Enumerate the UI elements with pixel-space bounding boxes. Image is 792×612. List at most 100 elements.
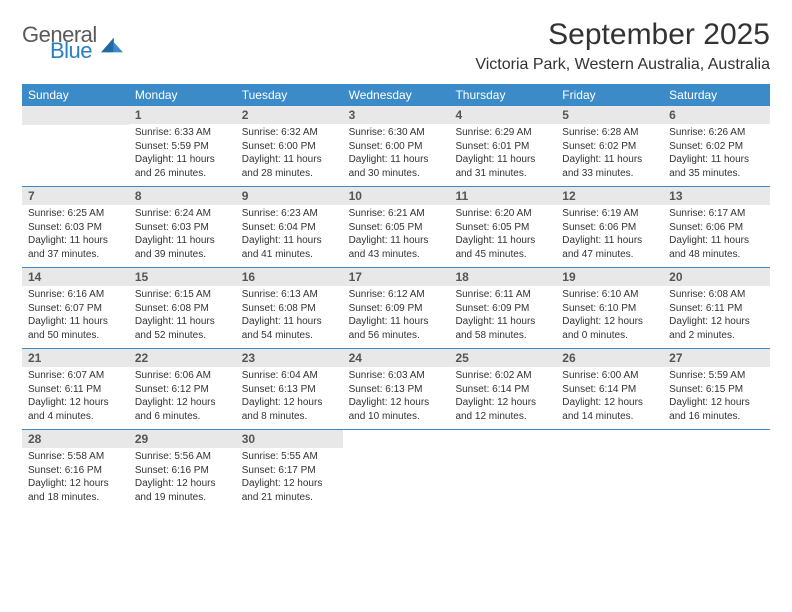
day-headers-row: Sunday Monday Tuesday Wednesday Thursday… xyxy=(22,84,770,106)
daylight-text: Daylight: 11 hours and 37 minutes. xyxy=(28,234,123,261)
sunrise-text: Sunrise: 6:16 AM xyxy=(28,288,123,302)
sunset-text: Sunset: 6:13 PM xyxy=(349,383,444,397)
day-number: 12 xyxy=(556,187,663,205)
cell-content: Sunrise: 6:02 AMSunset: 6:14 PMDaylight:… xyxy=(449,367,556,429)
calendar-cell: 13Sunrise: 6:17 AMSunset: 6:06 PMDayligh… xyxy=(663,187,770,267)
calendar-page: General Blue September 2025 Victoria Par… xyxy=(0,0,792,528)
day-number: 24 xyxy=(343,349,450,367)
sunset-text: Sunset: 6:08 PM xyxy=(242,302,337,316)
sunrise-text: Sunrise: 6:23 AM xyxy=(242,207,337,221)
calendar-cell: 10Sunrise: 6:21 AMSunset: 6:05 PMDayligh… xyxy=(343,187,450,267)
sunset-text: Sunset: 6:09 PM xyxy=(349,302,444,316)
location-subtitle: Victoria Park, Western Australia, Austra… xyxy=(475,56,770,74)
sunset-text: Sunset: 6:15 PM xyxy=(669,383,764,397)
calendar-cell: 27Sunrise: 5:59 AMSunset: 6:15 PMDayligh… xyxy=(663,349,770,429)
cell-content: Sunrise: 6:15 AMSunset: 6:08 PMDaylight:… xyxy=(129,286,236,348)
calendar-cell: 22Sunrise: 6:06 AMSunset: 6:12 PMDayligh… xyxy=(129,349,236,429)
cell-content: Sunrise: 6:08 AMSunset: 6:11 PMDaylight:… xyxy=(663,286,770,348)
cell-content: Sunrise: 6:30 AMSunset: 6:00 PMDaylight:… xyxy=(343,124,450,186)
day-number: 20 xyxy=(663,268,770,286)
cell-content: Sunrise: 6:12 AMSunset: 6:09 PMDaylight:… xyxy=(343,286,450,348)
daylight-text: Daylight: 11 hours and 54 minutes. xyxy=(242,315,337,342)
sunset-text: Sunset: 6:08 PM xyxy=(135,302,230,316)
sunrise-text: Sunrise: 6:00 AM xyxy=(562,369,657,383)
sunrise-text: Sunrise: 5:56 AM xyxy=(135,450,230,464)
calendar-cell: 3Sunrise: 6:30 AMSunset: 6:00 PMDaylight… xyxy=(343,106,450,186)
calendar-cell: 19Sunrise: 6:10 AMSunset: 6:10 PMDayligh… xyxy=(556,268,663,348)
day-header: Tuesday xyxy=(236,84,343,106)
daylight-text: Daylight: 12 hours and 14 minutes. xyxy=(562,396,657,423)
cell-content: Sunrise: 6:32 AMSunset: 6:00 PMDaylight:… xyxy=(236,124,343,186)
calendar-cell: 15Sunrise: 6:15 AMSunset: 6:08 PMDayligh… xyxy=(129,268,236,348)
daylight-text: Daylight: 12 hours and 21 minutes. xyxy=(242,477,337,504)
logo: General Blue xyxy=(22,18,123,62)
day-number: 6 xyxy=(663,106,770,124)
calendar-cell: 30Sunrise: 5:55 AMSunset: 6:17 PMDayligh… xyxy=(236,430,343,510)
sunset-text: Sunset: 6:01 PM xyxy=(455,140,550,154)
sunrise-text: Sunrise: 6:30 AM xyxy=(349,126,444,140)
daylight-text: Daylight: 11 hours and 33 minutes. xyxy=(562,153,657,180)
daylight-text: Daylight: 11 hours and 56 minutes. xyxy=(349,315,444,342)
day-header: Thursday xyxy=(449,84,556,106)
sunrise-text: Sunrise: 6:02 AM xyxy=(455,369,550,383)
calendar-cell: 23Sunrise: 6:04 AMSunset: 6:13 PMDayligh… xyxy=(236,349,343,429)
cell-content: Sunrise: 6:28 AMSunset: 6:02 PMDaylight:… xyxy=(556,124,663,186)
calendar-cell: 24Sunrise: 6:03 AMSunset: 6:13 PMDayligh… xyxy=(343,349,450,429)
day-number: 16 xyxy=(236,268,343,286)
sunset-text: Sunset: 5:59 PM xyxy=(135,140,230,154)
cell-content: Sunrise: 6:13 AMSunset: 6:08 PMDaylight:… xyxy=(236,286,343,348)
sunrise-text: Sunrise: 6:13 AM xyxy=(242,288,337,302)
calendar-cell: 25Sunrise: 6:02 AMSunset: 6:14 PMDayligh… xyxy=(449,349,556,429)
sunset-text: Sunset: 6:14 PM xyxy=(562,383,657,397)
daylight-text: Daylight: 11 hours and 35 minutes. xyxy=(669,153,764,180)
cell-content: Sunrise: 5:55 AMSunset: 6:17 PMDaylight:… xyxy=(236,448,343,510)
day-number: 22 xyxy=(129,349,236,367)
cell-content: Sunrise: 6:10 AMSunset: 6:10 PMDaylight:… xyxy=(556,286,663,348)
day-number: 21 xyxy=(22,349,129,367)
day-header: Sunday xyxy=(22,84,129,106)
logo-text-blue: Blue xyxy=(50,40,97,62)
day-number: 1 xyxy=(129,106,236,124)
daylight-text: Daylight: 11 hours and 45 minutes. xyxy=(455,234,550,261)
sunset-text: Sunset: 6:11 PM xyxy=(28,383,123,397)
calendar-week: 28Sunrise: 5:58 AMSunset: 6:16 PMDayligh… xyxy=(22,430,770,510)
sunset-text: Sunset: 6:07 PM xyxy=(28,302,123,316)
sunset-text: Sunset: 6:16 PM xyxy=(28,464,123,478)
day-header: Saturday xyxy=(663,84,770,106)
day-number: 15 xyxy=(129,268,236,286)
daylight-text: Daylight: 12 hours and 2 minutes. xyxy=(669,315,764,342)
calendar-cell: 2Sunrise: 6:32 AMSunset: 6:00 PMDaylight… xyxy=(236,106,343,186)
daylight-text: Daylight: 11 hours and 30 minutes. xyxy=(349,153,444,180)
sunrise-text: Sunrise: 6:32 AM xyxy=(242,126,337,140)
calendar-grid: Sunday Monday Tuesday Wednesday Thursday… xyxy=(22,84,770,510)
sunrise-text: Sunrise: 6:03 AM xyxy=(349,369,444,383)
sunrise-text: Sunrise: 6:25 AM xyxy=(28,207,123,221)
sunset-text: Sunset: 6:02 PM xyxy=(562,140,657,154)
daylight-text: Daylight: 12 hours and 0 minutes. xyxy=(562,315,657,342)
daylight-text: Daylight: 11 hours and 52 minutes. xyxy=(135,315,230,342)
sunrise-text: Sunrise: 6:26 AM xyxy=(669,126,764,140)
sunrise-text: Sunrise: 6:10 AM xyxy=(562,288,657,302)
sunset-text: Sunset: 6:17 PM xyxy=(242,464,337,478)
calendar-cell: 9Sunrise: 6:23 AMSunset: 6:04 PMDaylight… xyxy=(236,187,343,267)
calendar-cell: 7Sunrise: 6:25 AMSunset: 6:03 PMDaylight… xyxy=(22,187,129,267)
cell-content: Sunrise: 6:23 AMSunset: 6:04 PMDaylight:… xyxy=(236,205,343,267)
sunrise-text: Sunrise: 6:06 AM xyxy=(135,369,230,383)
calendar-cell: 11Sunrise: 6:20 AMSunset: 6:05 PMDayligh… xyxy=(449,187,556,267)
sunset-text: Sunset: 6:03 PM xyxy=(28,221,123,235)
calendar-cell xyxy=(449,430,556,510)
day-number: 26 xyxy=(556,349,663,367)
sunrise-text: Sunrise: 6:28 AM xyxy=(562,126,657,140)
sunset-text: Sunset: 6:16 PM xyxy=(135,464,230,478)
logo-triangle-icon xyxy=(101,37,123,53)
calendar-cell: 20Sunrise: 6:08 AMSunset: 6:11 PMDayligh… xyxy=(663,268,770,348)
day-number: 8 xyxy=(129,187,236,205)
day-number: 28 xyxy=(22,430,129,448)
cell-content: Sunrise: 6:07 AMSunset: 6:11 PMDaylight:… xyxy=(22,367,129,429)
daylight-text: Daylight: 11 hours and 50 minutes. xyxy=(28,315,123,342)
day-number: 11 xyxy=(449,187,556,205)
calendar-cell xyxy=(556,430,663,510)
cell-content: Sunrise: 6:03 AMSunset: 6:13 PMDaylight:… xyxy=(343,367,450,429)
cell-content: Sunrise: 6:26 AMSunset: 6:02 PMDaylight:… xyxy=(663,124,770,186)
sunrise-text: Sunrise: 5:55 AM xyxy=(242,450,337,464)
